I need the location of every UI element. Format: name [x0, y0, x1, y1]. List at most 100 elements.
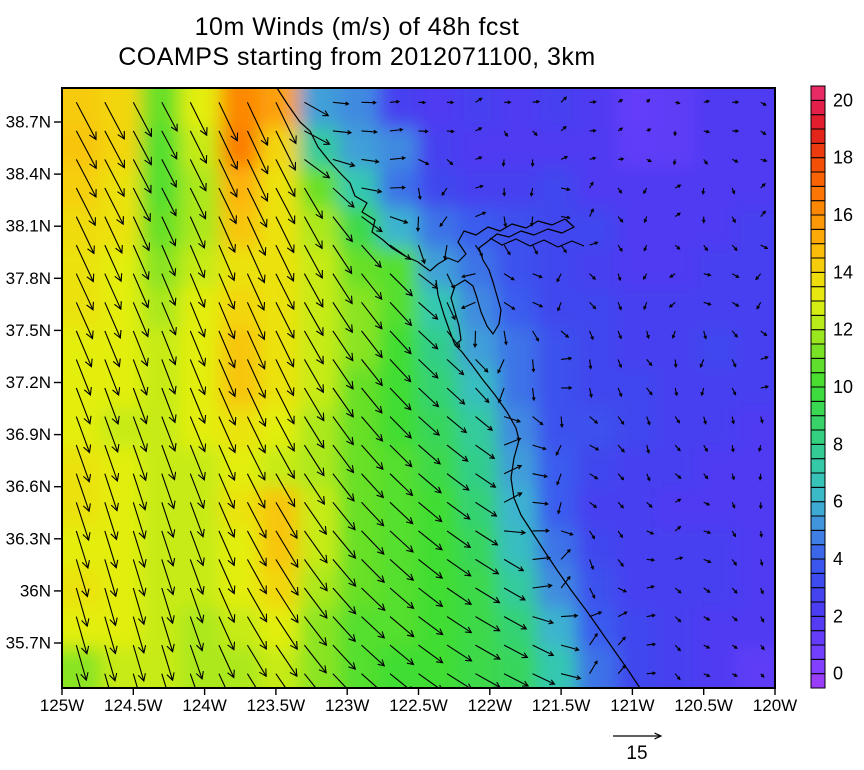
wind-arrow: [189, 187, 207, 220]
field-cell: [655, 327, 697, 369]
wind-arrow: [589, 611, 603, 618]
field-cell: [378, 88, 419, 89]
field-cell: [180, 167, 221, 209]
wind-arrow: [760, 355, 769, 360]
wind-arrow: [703, 330, 708, 340]
wind-arrow: [617, 127, 624, 132]
wind-arrow: [446, 100, 455, 105]
wind-arrow: [104, 587, 118, 627]
field-cell: [695, 287, 736, 329]
wind-arrow: [218, 416, 237, 454]
colorbar-segment: [810, 529, 826, 546]
wind-arrow: [643, 187, 648, 195]
wind-arrow: [303, 473, 326, 506]
wind-arrow: [275, 616, 298, 651]
wind-arrow: [497, 387, 505, 404]
colorbar-segment: [810, 372, 826, 388]
wind-arrow: [104, 473, 119, 512]
wind-arrow: [218, 644, 235, 679]
field-cell: [457, 407, 499, 449]
colorbar-segment: [810, 415, 826, 431]
wind-arrow: [361, 273, 383, 301]
field-cell: [655, 647, 697, 688]
wind-arrow: [617, 559, 624, 567]
wind-arrow: [75, 559, 90, 598]
field-cell: [655, 207, 697, 249]
wind-arrow: [332, 302, 354, 334]
wind-arrow: [246, 302, 266, 341]
wind-arrow: [218, 530, 236, 567]
field-cell: [260, 728, 301, 769]
field-cell: [378, 527, 419, 569]
field-cell: [299, 287, 340, 329]
x-tick-label: 123.5W: [247, 696, 306, 715]
field-cell: [259, 487, 301, 529]
wind-arrow: [643, 244, 648, 252]
field-cell: [140, 88, 182, 129]
wind-arrow: [304, 130, 331, 145]
field-cell: [457, 88, 499, 89]
wind-arrow: [555, 444, 562, 456]
wind-arrow: [674, 616, 682, 623]
colorbar-segment: [810, 314, 826, 331]
wind-arrow: [75, 159, 97, 199]
field-cell: [180, 527, 221, 569]
field-cell: [616, 88, 657, 89]
wind-arrow: [161, 302, 177, 336]
wind-arrow: [589, 241, 599, 246]
field-cell: [576, 647, 617, 688]
wind-arrow: [418, 530, 443, 551]
wind-arrow: [189, 330, 207, 367]
wind-arrow: [589, 444, 600, 451]
field-cell: [101, 88, 142, 129]
wind-arrow: [446, 444, 469, 462]
wind-arrow: [361, 473, 385, 499]
wind-arrow: [760, 130, 767, 135]
field-cell: [22, 8, 63, 49]
wind-arrow: [646, 501, 653, 508]
wind-arrow: [246, 587, 268, 623]
wind-arrow: [75, 330, 93, 368]
wind-arrow: [589, 587, 596, 599]
wind-arrow: [731, 530, 736, 538]
wind-arrow: [731, 273, 740, 278]
wind-arrow: [418, 359, 439, 379]
wind-arrow: [617, 501, 624, 509]
wind-arrow: [218, 616, 236, 651]
wind-arrow: [530, 216, 534, 227]
wind-arrow: [104, 187, 124, 226]
wind-arrow: [760, 182, 766, 189]
colorbar-segment: [810, 257, 826, 273]
field-cell: [536, 487, 578, 529]
field-cell: [774, 247, 775, 289]
wind-arrow: [503, 273, 515, 281]
wind-arrow: [275, 387, 295, 425]
wind-arrow: [246, 330, 266, 370]
wind-arrow: [303, 616, 328, 647]
wind-arrow: [332, 444, 355, 474]
wind-arrow: [446, 558, 472, 577]
x-tick-label: 124W: [182, 696, 226, 715]
field-cell: [220, 728, 261, 769]
wind-arrow: [672, 159, 677, 166]
wind-arrow: [275, 216, 295, 254]
field-cell: [734, 447, 775, 489]
field-cell: [774, 287, 775, 329]
field-cell: [418, 88, 459, 129]
wind-arrow: [532, 273, 543, 279]
field-cell: [62, 607, 103, 649]
wind-arrow: [389, 99, 401, 104]
field-cell: [378, 207, 419, 249]
wind-arrow: [189, 359, 207, 396]
wind-arrow: [389, 644, 415, 666]
wind-arrow: [418, 416, 441, 436]
field-cell: [457, 367, 499, 409]
wind-arrow: [303, 187, 323, 220]
field-cell: [616, 88, 657, 129]
field-cell: [180, 287, 221, 329]
wind-arrow: [218, 673, 227, 688]
wind-arrow: [475, 127, 483, 132]
field-cell: [180, 367, 221, 409]
wind-arrow: [246, 530, 267, 567]
wind-arrow: [668, 301, 676, 308]
